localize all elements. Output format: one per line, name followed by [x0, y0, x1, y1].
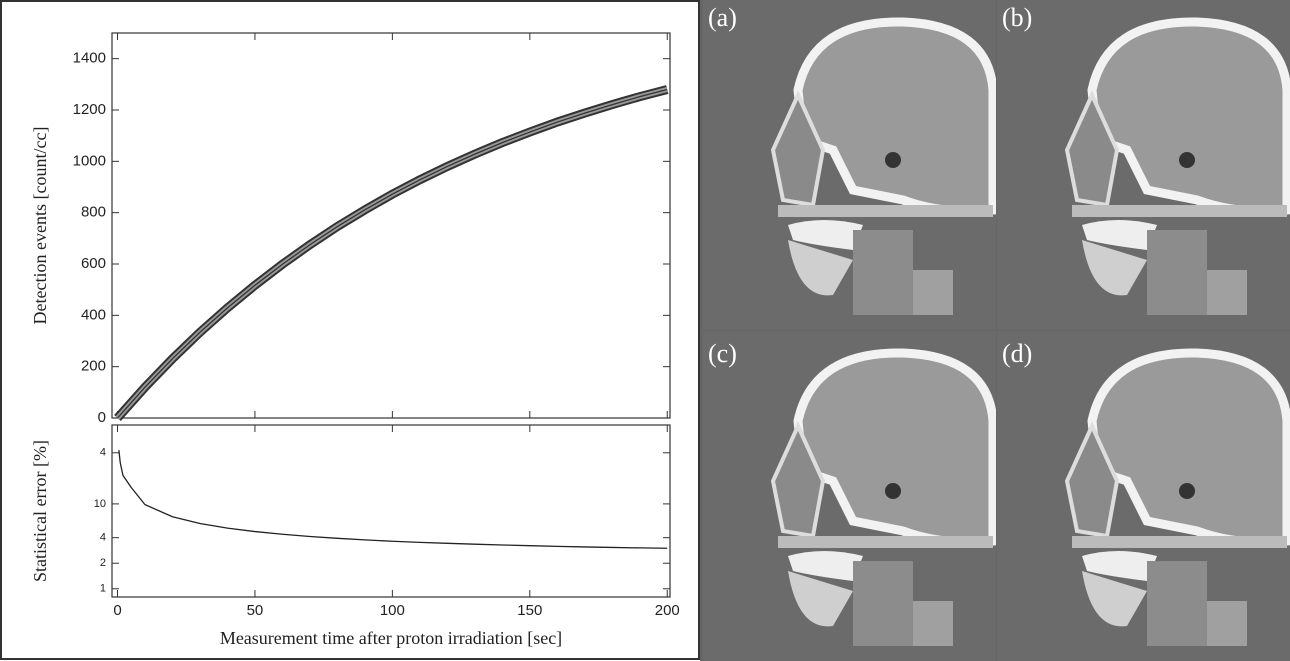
y-tick-label: 800	[81, 204, 106, 221]
x-tick-label: 50	[247, 602, 264, 619]
x-tick-label: 100	[380, 602, 405, 619]
data-line	[117, 88, 668, 419]
y-tick-label: 0	[98, 409, 106, 426]
x-tick-label: 150	[517, 602, 542, 619]
y-tick-label: 400	[81, 306, 106, 323]
y-axis-label: Detection events [count/cc]	[30, 127, 50, 325]
x-tick-label: 0	[113, 602, 121, 619]
y-tick-label: 10	[94, 498, 106, 510]
panel-label: (a)	[708, 3, 737, 32]
y-tick-label: 2	[100, 557, 106, 569]
ct-image	[997, 0, 1290, 330]
ct-image	[997, 331, 1290, 661]
y-tick-label: 600	[81, 255, 106, 272]
panel-label: (b)	[1002, 3, 1032, 32]
plot-frame	[111, 424, 671, 598]
y-axis-label: Statistical error [%]	[30, 440, 50, 582]
y-tick-label: 1200	[73, 101, 106, 118]
y-tick-label: 1000	[73, 152, 106, 169]
y-tick-label: 200	[81, 358, 106, 375]
ct-image	[703, 0, 996, 330]
y-tick-label: 4	[100, 532, 106, 544]
data-line	[118, 450, 668, 549]
y-tick-label: 1400	[73, 50, 106, 67]
panel-label: (d)	[1002, 339, 1032, 368]
ct-image	[703, 331, 996, 661]
x-axis-label: Measurement time after proton irradiatio…	[220, 628, 562, 648]
y-tick-label: 4	[100, 447, 106, 459]
plot-frame	[111, 32, 671, 419]
panel-label: (c)	[708, 339, 737, 368]
y-tick-label: 1	[100, 583, 106, 595]
x-tick-label: 200	[655, 602, 680, 619]
